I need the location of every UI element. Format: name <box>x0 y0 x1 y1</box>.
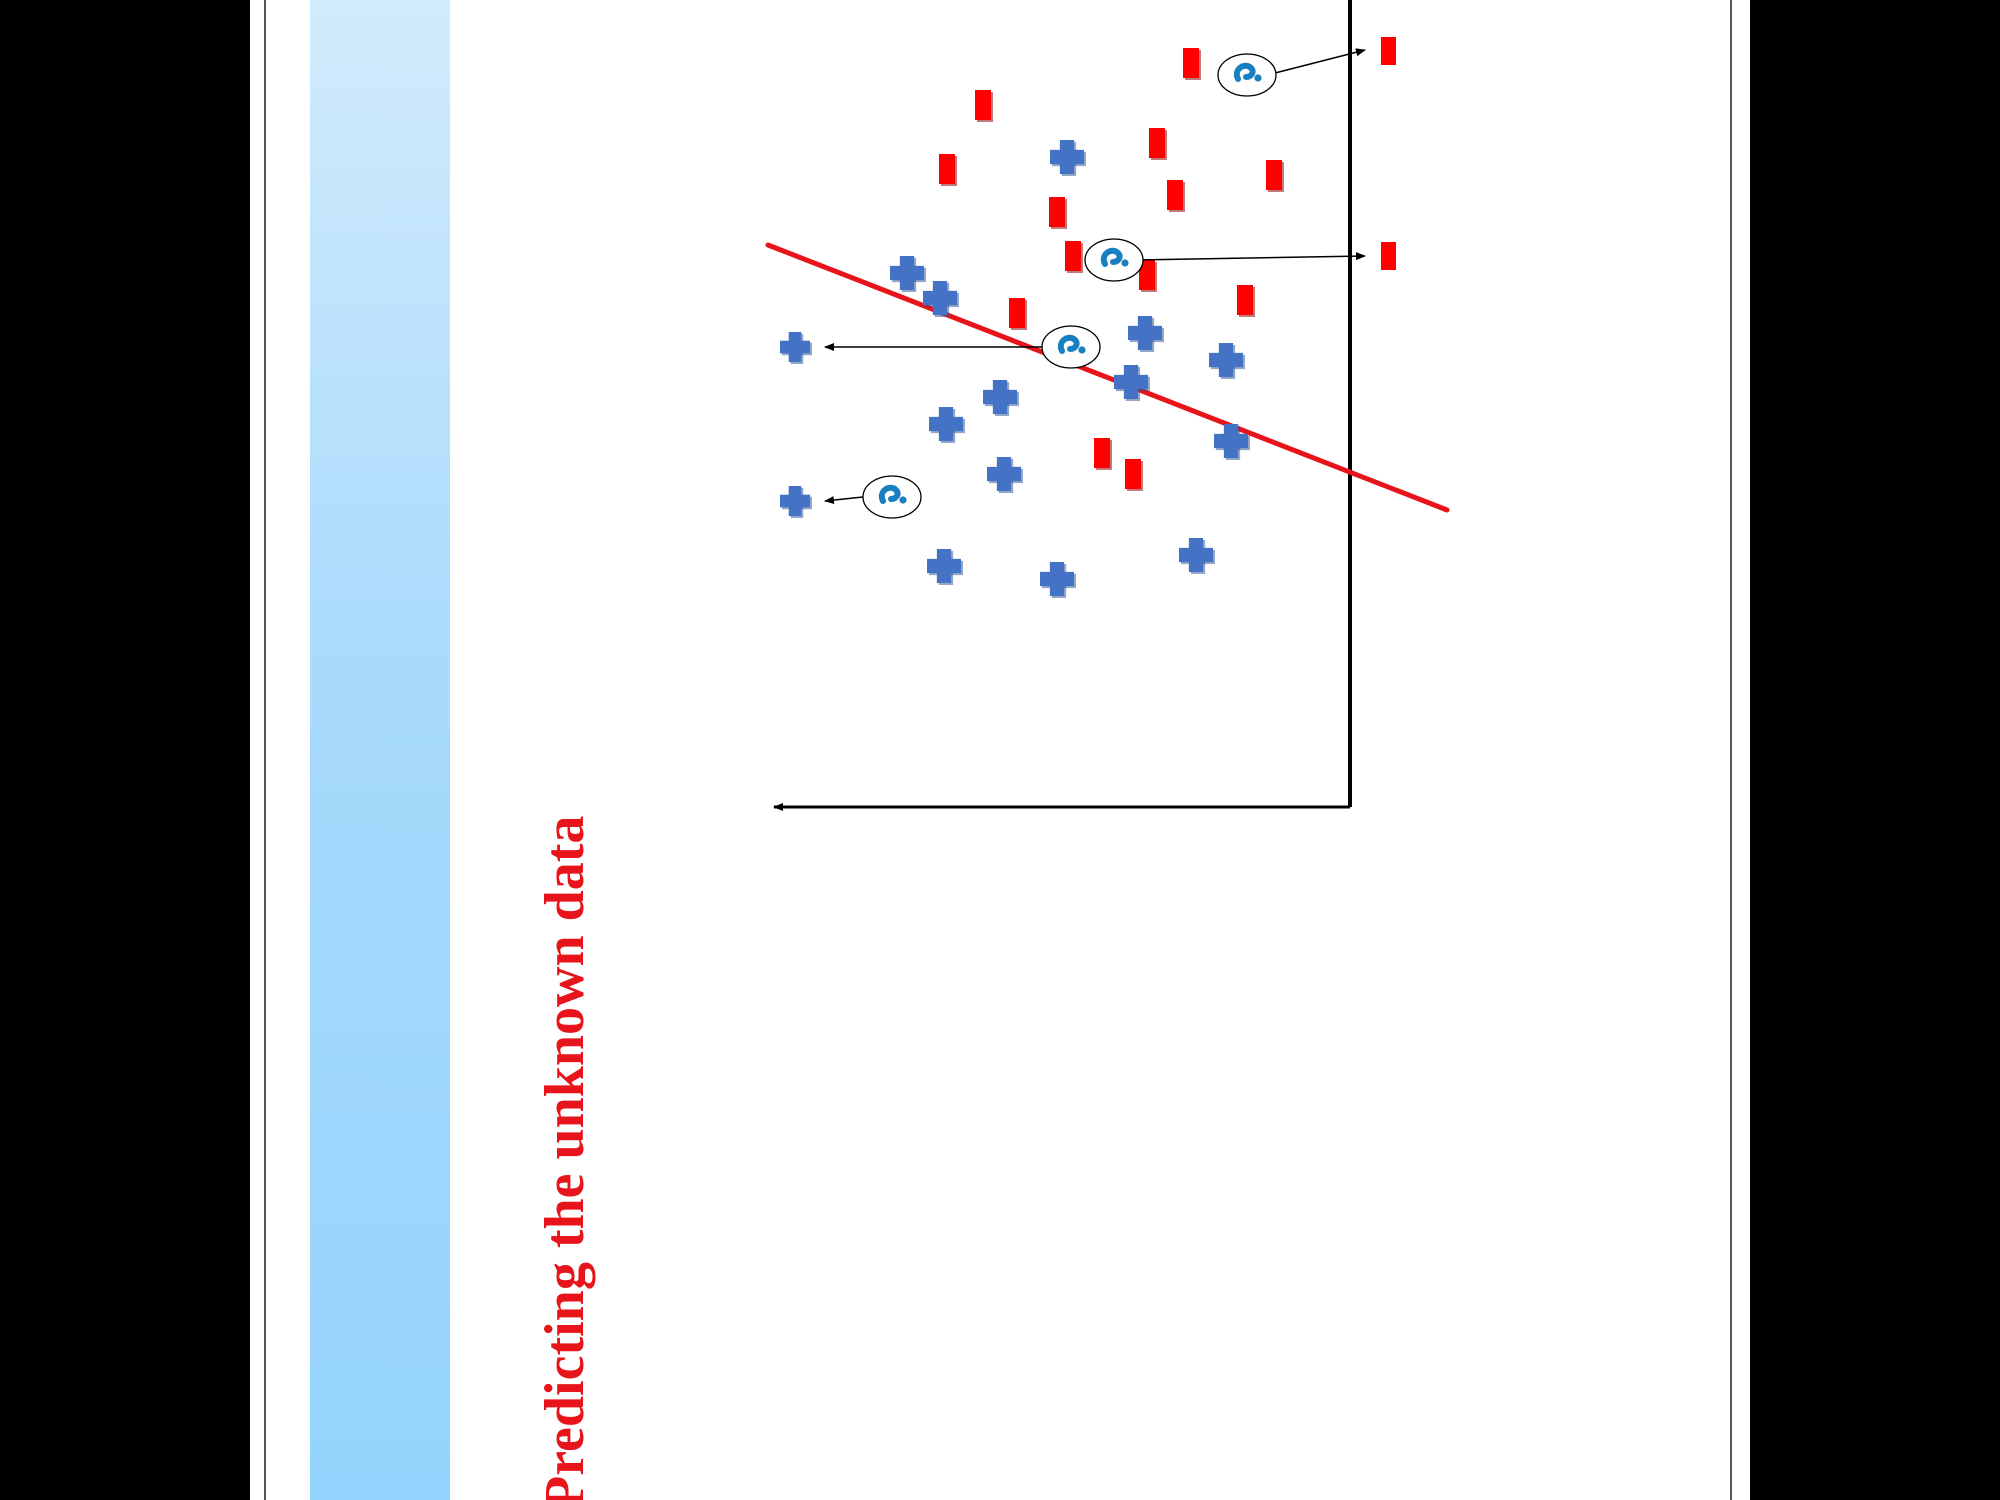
class-b-point <box>987 457 1023 493</box>
class-a-point <box>975 90 993 122</box>
prediction-arrow <box>1274 48 1366 74</box>
classification-diagram <box>765 0 1450 811</box>
unknown-points <box>862 53 1277 519</box>
slide: Predicting the unknown data <box>250 0 1750 1500</box>
class-a-point <box>1049 197 1067 229</box>
predicted-class-a <box>1381 242 1396 270</box>
class-a-point <box>1183 48 1201 80</box>
class-b-point <box>929 407 965 443</box>
class-b-point <box>1050 140 1086 176</box>
prediction-arrow <box>1137 252 1366 261</box>
class-a-point <box>1139 260 1157 292</box>
predicted-class-b <box>780 332 812 364</box>
class-b-point <box>1179 538 1215 574</box>
question-mark-icon <box>1041 325 1101 369</box>
class-b-point <box>1040 562 1076 598</box>
class-a-point <box>1167 180 1185 212</box>
class-a-point <box>1237 285 1255 317</box>
class-a-point <box>1065 241 1083 273</box>
class-a-point <box>939 154 957 186</box>
side-band <box>310 0 450 1500</box>
class-b-point <box>927 549 963 585</box>
prediction-arrows <box>824 48 1366 505</box>
prediction-arrow <box>824 496 864 505</box>
class-b-point <box>923 281 959 317</box>
question-mark-icon <box>1084 238 1144 282</box>
class-a-point <box>1125 459 1143 491</box>
predicted-class-a <box>1381 37 1396 65</box>
predicted-class-b <box>780 486 812 518</box>
question-mark-icon <box>1217 53 1277 97</box>
class-a-point <box>1009 298 1027 330</box>
class-b-point <box>1209 343 1245 379</box>
class-a-point <box>1266 160 1284 192</box>
class-b-point <box>1114 365 1150 401</box>
class-b-point <box>1128 316 1164 352</box>
class-b-point <box>890 256 926 292</box>
class-a-points <box>939 48 1284 491</box>
class-a-point <box>1149 128 1167 160</box>
predicted-results <box>780 37 1396 518</box>
class-b-point <box>1214 424 1250 460</box>
decision-boundary <box>765 242 1450 513</box>
class-b-points <box>890 140 1250 598</box>
class-b-point <box>983 380 1019 416</box>
class-a-point <box>1094 438 1112 470</box>
question-mark-icon <box>862 475 922 519</box>
slide-frame <box>264 0 1732 1500</box>
